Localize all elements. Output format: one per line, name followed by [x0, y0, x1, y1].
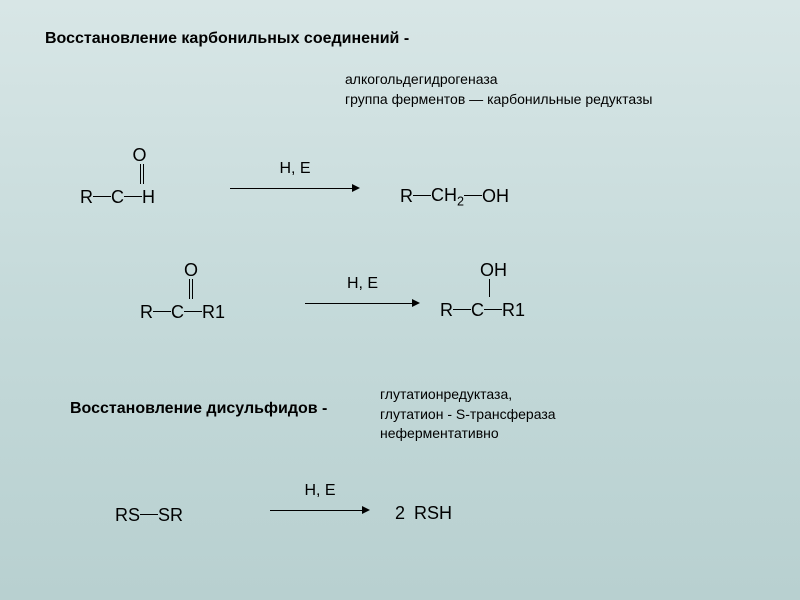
- r3-reactant-SR: SR: [158, 505, 183, 526]
- reaction3-reactant: RS SR: [115, 505, 183, 526]
- reaction2-product: OH R C R1: [440, 260, 525, 321]
- r3-reactant-RS: RS: [115, 505, 140, 526]
- r3-bond1: [140, 514, 158, 515]
- r1-reactant-C: C: [111, 187, 124, 208]
- reaction1-reactant: O R C H: [80, 145, 155, 208]
- reaction2-arrow: H, E: [305, 293, 420, 313]
- r2-reactant-C: C: [171, 302, 184, 323]
- r3-arrow-label: H, E: [270, 482, 370, 500]
- r1-product-CH2: CH2: [431, 185, 464, 209]
- r2-product-OH: OH: [480, 260, 507, 280]
- disulfide-sub-line3: неферментативно: [380, 424, 556, 444]
- carbonyl-sub-line1: алкогольдегидрогеназа: [345, 70, 652, 90]
- r1-reactant-H: H: [142, 187, 155, 208]
- carbonyl-subheading: алкогольдегидрогеназа группа ферментов —…: [345, 70, 652, 109]
- r2-bond1: [153, 311, 171, 312]
- r1-prod-bond1: [413, 195, 431, 196]
- r2-reactant-O: O: [184, 260, 198, 280]
- r1-prod-bond2: [464, 195, 482, 196]
- r2-reactant-R1: R1: [202, 302, 225, 323]
- reaction3-arrow: H, E: [270, 500, 370, 520]
- reaction1-product: R CH2 OH: [400, 185, 509, 209]
- disulfide-sub-line1: глутатионредуктаза,: [380, 385, 556, 405]
- r2-prod-bond1: [453, 309, 471, 310]
- carbonyl-heading: Восстановление карбонильных соединений -: [45, 30, 409, 48]
- r2-product-R: R: [440, 300, 453, 321]
- r2-prod-bond2: [484, 309, 502, 310]
- carbonyl-sub-line2: группа ферментов — карбонильные редуктаз…: [345, 90, 652, 110]
- r1-double-bond: [139, 164, 145, 184]
- r2-product-R1: R1: [502, 300, 525, 321]
- r2-single-bond: [489, 279, 490, 297]
- r2-bond2: [184, 311, 202, 312]
- r2-product-C: C: [471, 300, 484, 321]
- r2-double-bond: [188, 279, 194, 299]
- r3-product-2: 2: [395, 503, 405, 523]
- reaction3-product: 2 RSH: [395, 503, 452, 524]
- r1-arrow-label: H, E: [230, 160, 360, 178]
- r1-product-OH: OH: [482, 186, 509, 207]
- disulfide-subheading: глутатионредуктаза, глутатион - S-трансф…: [380, 385, 556, 444]
- r1-bond1: [93, 196, 111, 197]
- r2-arrow-label: H, E: [305, 275, 420, 293]
- r1-product-R: R: [400, 186, 413, 207]
- reaction1-arrow: H, E: [230, 178, 360, 198]
- r1-bond2: [124, 196, 142, 197]
- r1-reactant-R: R: [80, 187, 93, 208]
- reaction2-reactant: O R C R1: [140, 260, 225, 323]
- r3-product-RSH: RSH: [414, 503, 452, 523]
- r2-reactant-R: R: [140, 302, 153, 323]
- r1-reactant-O: O: [132, 145, 146, 165]
- disulfide-sub-line2: глутатион - S-трансфераза: [380, 405, 556, 425]
- disulfide-heading: Восстановление дисульфидов -: [70, 400, 327, 418]
